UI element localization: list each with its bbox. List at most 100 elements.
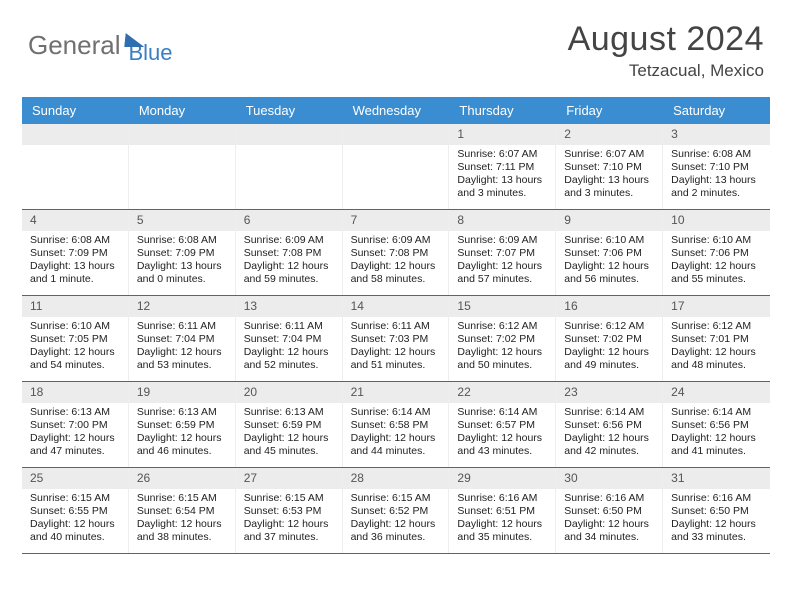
- location-label: Tetzacual, Mexico: [568, 61, 764, 81]
- day-cell: 7Sunrise: 6:09 AMSunset: 7:08 PMDaylight…: [343, 210, 450, 295]
- day-details: Sunrise: 6:11 AMSunset: 7:03 PMDaylight:…: [343, 317, 449, 381]
- sunrise-text: Sunrise: 6:15 AM: [30, 492, 122, 505]
- day-details: Sunrise: 6:14 AMSunset: 6:56 PMDaylight:…: [556, 403, 662, 467]
- day-details: Sunrise: 6:15 AMSunset: 6:52 PMDaylight:…: [343, 489, 449, 553]
- day-number: 29: [449, 468, 555, 489]
- daylight1-text: Daylight: 12 hours: [457, 518, 549, 531]
- sunrise-text: Sunrise: 6:16 AM: [564, 492, 656, 505]
- sunrise-text: Sunrise: 6:11 AM: [351, 320, 443, 333]
- daylight2-text: and 50 minutes.: [457, 359, 549, 372]
- day-cell: 27Sunrise: 6:15 AMSunset: 6:53 PMDayligh…: [236, 468, 343, 553]
- day-number: 28: [343, 468, 449, 489]
- day-details: Sunrise: 6:08 AMSunset: 7:10 PMDaylight:…: [663, 145, 770, 209]
- page-header: General Blue August 2024 Tetzacual, Mexi…: [0, 0, 792, 87]
- daylight2-text: and 48 minutes.: [671, 359, 764, 372]
- daylight1-text: Daylight: 12 hours: [137, 346, 229, 359]
- logo: General Blue: [28, 24, 173, 66]
- day-details: Sunrise: 6:10 AMSunset: 7:06 PMDaylight:…: [663, 231, 770, 295]
- day-number: 9: [556, 210, 662, 231]
- day-details: Sunrise: 6:12 AMSunset: 7:01 PMDaylight:…: [663, 317, 770, 381]
- day-details: Sunrise: 6:10 AMSunset: 7:06 PMDaylight:…: [556, 231, 662, 295]
- sunrise-text: Sunrise: 6:16 AM: [671, 492, 764, 505]
- day-cell: 31Sunrise: 6:16 AMSunset: 6:50 PMDayligh…: [663, 468, 770, 553]
- day-cell: [236, 124, 343, 209]
- sunset-text: Sunset: 7:10 PM: [671, 161, 764, 174]
- daylight2-text: and 35 minutes.: [457, 531, 549, 544]
- daylight1-text: Daylight: 12 hours: [564, 260, 656, 273]
- daylight2-text: and 45 minutes.: [244, 445, 336, 458]
- sunset-text: Sunset: 6:59 PM: [137, 419, 229, 432]
- sunset-text: Sunset: 6:56 PM: [671, 419, 764, 432]
- daylight2-text: and 36 minutes.: [351, 531, 443, 544]
- sunset-text: Sunset: 6:51 PM: [457, 505, 549, 518]
- sunset-text: Sunset: 7:03 PM: [351, 333, 443, 346]
- day-cell: 3Sunrise: 6:08 AMSunset: 7:10 PMDaylight…: [663, 124, 770, 209]
- daylight2-text: and 51 minutes.: [351, 359, 443, 372]
- day-number: 5: [129, 210, 235, 231]
- sunrise-text: Sunrise: 6:09 AM: [457, 234, 549, 247]
- day-number: [343, 124, 449, 145]
- day-cell: 24Sunrise: 6:14 AMSunset: 6:56 PMDayligh…: [663, 382, 770, 467]
- day-details: Sunrise: 6:07 AMSunset: 7:10 PMDaylight:…: [556, 145, 662, 209]
- daylight2-text: and 40 minutes.: [30, 531, 122, 544]
- day-cell: 18Sunrise: 6:13 AMSunset: 7:00 PMDayligh…: [22, 382, 129, 467]
- day-cell: [343, 124, 450, 209]
- month-title: August 2024: [568, 20, 764, 59]
- daylight1-text: Daylight: 13 hours: [30, 260, 122, 273]
- sunset-text: Sunset: 6:54 PM: [137, 505, 229, 518]
- day-number: [22, 124, 128, 145]
- day-number: 11: [22, 296, 128, 317]
- day-number: 14: [343, 296, 449, 317]
- day-number: 21: [343, 382, 449, 403]
- day-cell: 21Sunrise: 6:14 AMSunset: 6:58 PMDayligh…: [343, 382, 450, 467]
- sunset-text: Sunset: 7:08 PM: [244, 247, 336, 260]
- day-details: Sunrise: 6:12 AMSunset: 7:02 PMDaylight:…: [449, 317, 555, 381]
- daylight2-text: and 0 minutes.: [137, 273, 229, 286]
- sunrise-text: Sunrise: 6:11 AM: [137, 320, 229, 333]
- sunset-text: Sunset: 7:07 PM: [457, 247, 549, 260]
- week-row: 11Sunrise: 6:10 AMSunset: 7:05 PMDayligh…: [22, 296, 770, 382]
- day-number: 1: [449, 124, 555, 145]
- daylight1-text: Daylight: 12 hours: [30, 346, 122, 359]
- daylight2-text: and 42 minutes.: [564, 445, 656, 458]
- daylight2-text: and 43 minutes.: [457, 445, 549, 458]
- daylight1-text: Daylight: 12 hours: [244, 432, 336, 445]
- day-number: 7: [343, 210, 449, 231]
- sunset-text: Sunset: 7:06 PM: [564, 247, 656, 260]
- day-number: 31: [663, 468, 770, 489]
- daylight1-text: Daylight: 12 hours: [671, 346, 764, 359]
- day-cell: 1Sunrise: 6:07 AMSunset: 7:11 PMDaylight…: [449, 124, 556, 209]
- daylight2-text: and 49 minutes.: [564, 359, 656, 372]
- day-details: Sunrise: 6:07 AMSunset: 7:11 PMDaylight:…: [449, 145, 555, 209]
- day-cell: 16Sunrise: 6:12 AMSunset: 7:02 PMDayligh…: [556, 296, 663, 381]
- sunset-text: Sunset: 6:58 PM: [351, 419, 443, 432]
- daylight2-text: and 59 minutes.: [244, 273, 336, 286]
- sunset-text: Sunset: 6:55 PM: [30, 505, 122, 518]
- day-details: Sunrise: 6:15 AMSunset: 6:54 PMDaylight:…: [129, 489, 235, 553]
- daylight2-text: and 53 minutes.: [137, 359, 229, 372]
- day-cell: [22, 124, 129, 209]
- sunset-text: Sunset: 7:09 PM: [30, 247, 122, 260]
- day-details: Sunrise: 6:09 AMSunset: 7:07 PMDaylight:…: [449, 231, 555, 295]
- day-details: Sunrise: 6:14 AMSunset: 6:57 PMDaylight:…: [449, 403, 555, 467]
- day-number: 17: [663, 296, 770, 317]
- day-cell: 19Sunrise: 6:13 AMSunset: 6:59 PMDayligh…: [129, 382, 236, 467]
- sunset-text: Sunset: 7:05 PM: [30, 333, 122, 346]
- day-number: 6: [236, 210, 342, 231]
- day-number: 16: [556, 296, 662, 317]
- daylight1-text: Daylight: 13 hours: [564, 174, 656, 187]
- daylight1-text: Daylight: 12 hours: [671, 518, 764, 531]
- day-header: Thursday: [449, 97, 556, 124]
- day-details: Sunrise: 6:15 AMSunset: 6:55 PMDaylight:…: [22, 489, 128, 553]
- day-number: 4: [22, 210, 128, 231]
- daylight1-text: Daylight: 12 hours: [30, 518, 122, 531]
- daylight1-text: Daylight: 12 hours: [671, 260, 764, 273]
- day-cell: 22Sunrise: 6:14 AMSunset: 6:57 PMDayligh…: [449, 382, 556, 467]
- daylight1-text: Daylight: 12 hours: [30, 432, 122, 445]
- sunrise-text: Sunrise: 6:08 AM: [671, 148, 764, 161]
- daylight2-text: and 57 minutes.: [457, 273, 549, 286]
- week-row: 1Sunrise: 6:07 AMSunset: 7:11 PMDaylight…: [22, 124, 770, 210]
- day-details: Sunrise: 6:14 AMSunset: 6:58 PMDaylight:…: [343, 403, 449, 467]
- sunset-text: Sunset: 6:53 PM: [244, 505, 336, 518]
- day-cell: 6Sunrise: 6:09 AMSunset: 7:08 PMDaylight…: [236, 210, 343, 295]
